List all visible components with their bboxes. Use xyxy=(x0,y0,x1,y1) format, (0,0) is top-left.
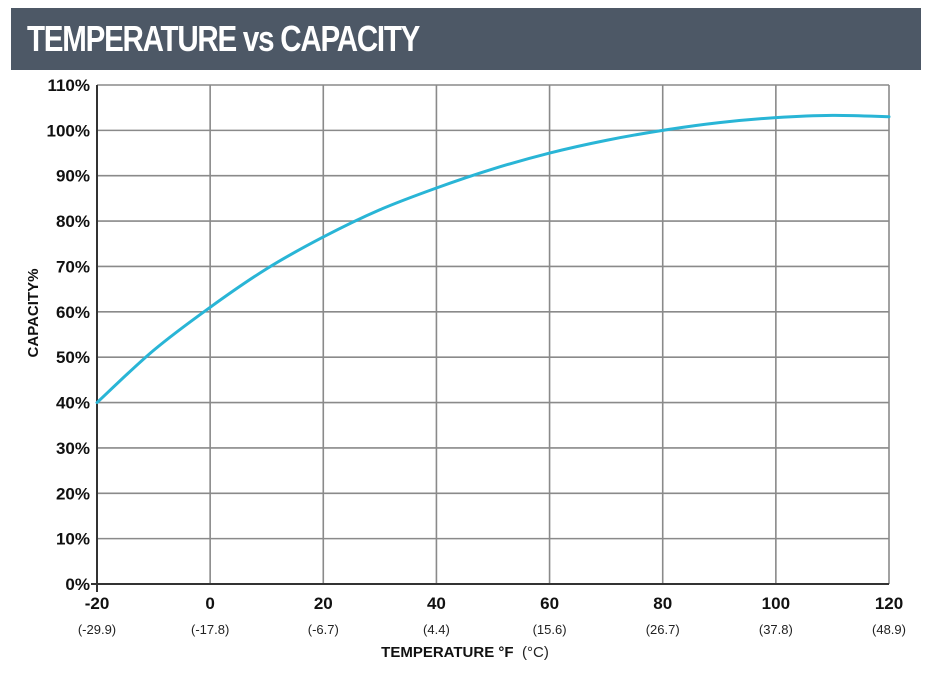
x-tick-sublabel: (15.6) xyxy=(533,622,567,637)
x-tick-labels: -20 (-29.9) 0 (-17.8) 20 (-6.7) 40 (4.4) 60 (15.6… xyxy=(78,594,906,637)
y-tick-label: 110% xyxy=(47,76,90,95)
x-axis-label-unit: (°C) xyxy=(522,644,549,661)
y-tick-label: 0% xyxy=(65,575,90,594)
y-tick-label: 100% xyxy=(47,121,90,140)
chart-title: TEMPERATURE vs CAPACITY xyxy=(27,18,420,59)
series-line xyxy=(95,113,891,405)
x-tick-sublabel: (-17.8) xyxy=(191,622,229,637)
x-tick-label: 20 xyxy=(314,594,333,613)
x-tick-label: 120 xyxy=(875,594,903,613)
y-tick-label: 40% xyxy=(56,394,90,413)
y-tick-label: 50% xyxy=(56,348,90,367)
x-tick-label: 80 xyxy=(653,594,672,613)
x-tick-label: 100 xyxy=(762,594,790,613)
x-axis-label: TEMPERATURE °F (°C) xyxy=(381,644,549,661)
x-tick-label: -20 xyxy=(85,594,110,613)
x-tick-sublabel: (48.9) xyxy=(872,622,906,637)
y-tick-label: 10% xyxy=(56,530,90,549)
y-tick-label: 90% xyxy=(56,167,90,186)
y-tick-label: 70% xyxy=(56,257,90,276)
title-bar: TEMPERATURE vs CAPACITY xyxy=(11,8,921,70)
y-tick-labels: 0% 10% 20% 30% 40% 50% 60% 70% 80% 90% 100% 110% xyxy=(47,76,90,594)
y-tick-label: 20% xyxy=(56,484,90,503)
x-tick-label: 60 xyxy=(540,594,559,613)
x-tick-sublabel: (26.7) xyxy=(646,622,680,637)
x-tick-sublabel: (-29.9) xyxy=(78,622,116,637)
x-tick-label: 40 xyxy=(427,594,446,613)
x-tick-sublabel: (37.8) xyxy=(759,622,793,637)
x-tick-sublabel: (-6.7) xyxy=(308,622,339,637)
x-axis-label-main: TEMPERATURE °F xyxy=(381,644,513,661)
y-tick-label: 60% xyxy=(56,303,90,322)
grid xyxy=(91,84,890,592)
x-tick-sublabel: (4.4) xyxy=(423,622,450,637)
y-tick-label: 80% xyxy=(56,212,90,231)
x-tick-label: 0 xyxy=(205,594,214,613)
y-axis-label: CAPACITY% xyxy=(25,269,42,358)
y-tick-label: 30% xyxy=(56,439,90,458)
